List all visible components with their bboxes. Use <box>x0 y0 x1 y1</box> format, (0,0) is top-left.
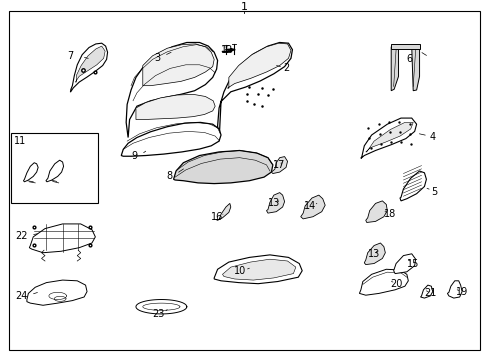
Polygon shape <box>271 157 287 174</box>
Polygon shape <box>266 193 284 213</box>
Polygon shape <box>142 303 180 310</box>
Polygon shape <box>29 224 95 253</box>
Polygon shape <box>222 259 295 280</box>
Text: 15: 15 <box>406 258 418 269</box>
Polygon shape <box>227 43 290 88</box>
Polygon shape <box>359 269 407 295</box>
Text: 4: 4 <box>428 132 435 142</box>
Text: 16: 16 <box>211 212 223 222</box>
Polygon shape <box>411 46 419 91</box>
Polygon shape <box>142 44 214 86</box>
Text: 18: 18 <box>383 209 395 219</box>
Polygon shape <box>390 44 419 49</box>
Text: 13: 13 <box>367 249 379 259</box>
Polygon shape <box>365 122 412 152</box>
Text: 20: 20 <box>389 279 402 289</box>
Polygon shape <box>365 201 386 222</box>
Bar <box>11 133 98 203</box>
Text: 1: 1 <box>241 2 247 12</box>
Polygon shape <box>447 281 461 298</box>
Text: 9: 9 <box>131 150 137 161</box>
Polygon shape <box>173 150 272 184</box>
Text: 14: 14 <box>304 201 316 211</box>
Polygon shape <box>216 203 230 220</box>
Polygon shape <box>214 255 302 284</box>
Text: 12: 12 <box>221 45 233 55</box>
FancyArrow shape <box>225 49 235 51</box>
Text: 3: 3 <box>154 53 160 63</box>
Polygon shape <box>390 46 398 91</box>
Polygon shape <box>70 43 107 92</box>
Polygon shape <box>221 51 232 52</box>
Polygon shape <box>399 171 426 201</box>
Text: 6: 6 <box>406 54 412 64</box>
Text: 8: 8 <box>166 171 172 181</box>
Polygon shape <box>136 94 215 120</box>
Polygon shape <box>420 285 432 298</box>
Text: 11: 11 <box>14 136 26 146</box>
Polygon shape <box>300 195 325 219</box>
Polygon shape <box>23 163 38 182</box>
Text: 23: 23 <box>152 309 164 319</box>
Polygon shape <box>364 243 385 265</box>
Polygon shape <box>27 280 87 305</box>
Text: 13: 13 <box>267 198 280 208</box>
Text: 2: 2 <box>283 63 289 73</box>
Text: 5: 5 <box>430 186 437 197</box>
Text: 24: 24 <box>16 291 28 301</box>
Polygon shape <box>217 42 292 141</box>
Polygon shape <box>360 118 416 158</box>
Text: 21: 21 <box>424 288 436 298</box>
Text: 22: 22 <box>16 231 28 241</box>
Text: 10: 10 <box>233 266 245 276</box>
Text: 17: 17 <box>272 160 285 170</box>
Polygon shape <box>126 42 217 138</box>
Text: 7: 7 <box>67 51 74 61</box>
Text: 19: 19 <box>455 287 467 297</box>
Polygon shape <box>121 122 221 156</box>
Polygon shape <box>75 46 105 82</box>
Polygon shape <box>46 160 63 182</box>
Polygon shape <box>393 254 415 274</box>
